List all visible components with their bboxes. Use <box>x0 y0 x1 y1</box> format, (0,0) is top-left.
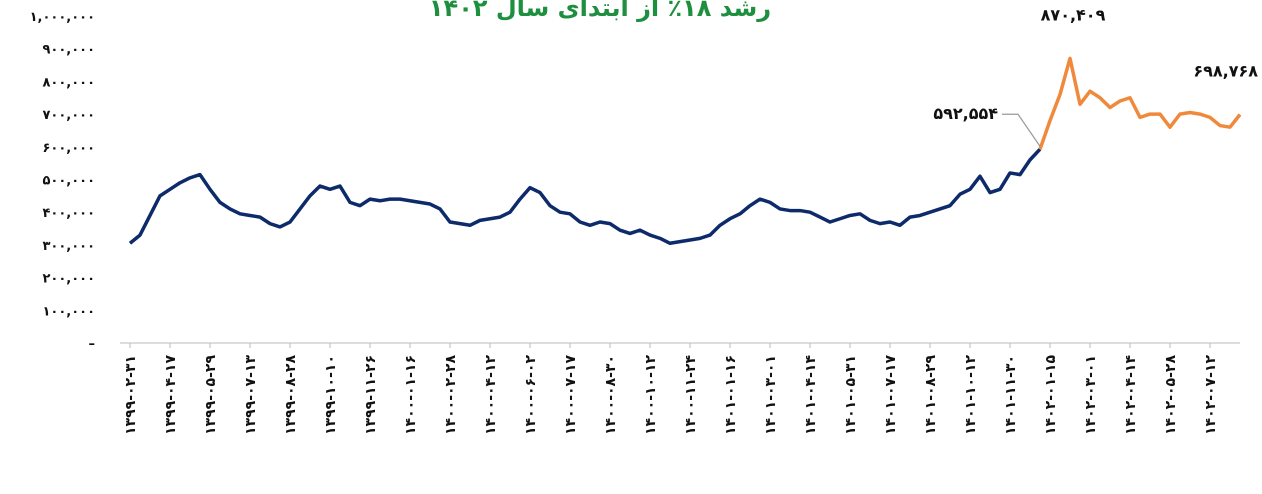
annotation: ۶۹۸,۷۶۸ <box>1193 62 1258 81</box>
x-tick-label: ۱۳۹۹-۰۵-۲۹ <box>203 355 219 435</box>
y-tick-label: ۱,۰۰۰,۰۰۰ <box>30 10 95 25</box>
x-tick-label: ۱۴۰۱-۱۰-۱۲ <box>963 355 979 435</box>
x-tick-label: ۱۴۰۱-۰۵-۳۱ <box>843 355 859 435</box>
y-tick-label: ۲۰۰,۰۰۰ <box>42 272 95 287</box>
x-tick-label: ۱۴۰۰-۰۱-۱۶ <box>403 355 419 435</box>
x-tick-label: ۱۴۰۲-۰۳-۰۱ <box>1083 355 1099 435</box>
y-tick-label: – <box>89 337 96 352</box>
x-tick-label: ۱۴۰۰-۰۲-۲۸ <box>443 355 459 435</box>
x-tick-label: ۱۳۹۹-۰۸-۲۸ <box>283 355 299 435</box>
x-tick-label: ۱۴۰۰-۰۴-۱۲ <box>483 355 499 435</box>
y-tick-label: ۹۰۰,۰۰۰ <box>42 43 95 58</box>
x-tick-label: ۱۳۹۹-۱۱-۲۶ <box>363 355 379 435</box>
leader-line <box>1002 113 1041 147</box>
annotation: ۵۹۲,۵۵۴ <box>933 104 998 123</box>
x-tick-label: ۱۴۰۰-۱۱-۲۴ <box>683 355 699 435</box>
x-tick-label: ۱۴۰۱-۰۷-۱۷ <box>883 355 899 435</box>
x-tick-label: ۱۳۹۹-۱۰-۱۰ <box>323 355 339 435</box>
x-tick-label: ۱۴۰۱-۰۴-۱۴ <box>803 355 819 435</box>
x-tick-label: ۱۴۰۱-۰۳-۰۱ <box>763 355 779 435</box>
x-tick-label: ۱۴۰۰-۰۶-۰۲ <box>523 355 539 435</box>
x-tick-label: ۱۴۰۲-۰۱-۱۵ <box>1043 355 1059 435</box>
x-tick-label: ۱۳۹۹-۰۷-۱۳ <box>243 355 259 435</box>
y-tick-label: ۵۰۰,۰۰۰ <box>42 174 95 189</box>
x-tick-label: ۱۴۰۲-۰۷-۱۲ <box>1203 355 1219 435</box>
x-tick-label: ۱۳۹۹-۰۴-۱۷ <box>163 355 179 435</box>
x-tick-label: ۱۴۰۱-۱۱-۳۰ <box>1003 355 1019 435</box>
x-tick-label: ۱۴۰۱-۰۸-۲۹ <box>923 355 939 435</box>
x-tick-label: ۱۴۰۰-۱۰-۱۲ <box>643 355 659 435</box>
y-tick-label: ۸۰۰,۰۰۰ <box>42 75 95 90</box>
line-series <box>128 148 1042 246</box>
x-tick-label: ۱۳۹۹-۰۲-۳۱ <box>123 355 139 435</box>
x-tick-label: ۱۴۰۰-۰۷-۱۷ <box>563 355 579 435</box>
x-tick-label: ۱۴۰۲-۰۴-۱۴ <box>1123 355 1139 435</box>
y-tick-label: ۳۰۰,۰۰۰ <box>42 239 95 254</box>
y-tick-label: ۷۰۰,۰۰۰ <box>42 108 95 123</box>
x-tick-label: ۱۴۰۰-۰۸-۳۰ <box>603 355 619 435</box>
chart-title: رشد ۱۸٪ از ابتدای سال ۱۴۰۲ <box>429 0 771 22</box>
x-tick-label: ۱۴۰۱-۰۱-۱۶ <box>723 355 739 435</box>
line-series <box>1038 56 1242 150</box>
x-tick-label: ۱۴۰۲-۰۵-۲۸ <box>1163 355 1179 435</box>
y-tick-label: ۱۰۰,۰۰۰ <box>42 304 95 319</box>
y-tick-label: ۶۰۰,۰۰۰ <box>42 141 95 156</box>
annotation: ۸۷۰,۴۰۹ <box>1041 5 1106 24</box>
y-tick-label: ۴۰۰,۰۰۰ <box>42 206 95 221</box>
